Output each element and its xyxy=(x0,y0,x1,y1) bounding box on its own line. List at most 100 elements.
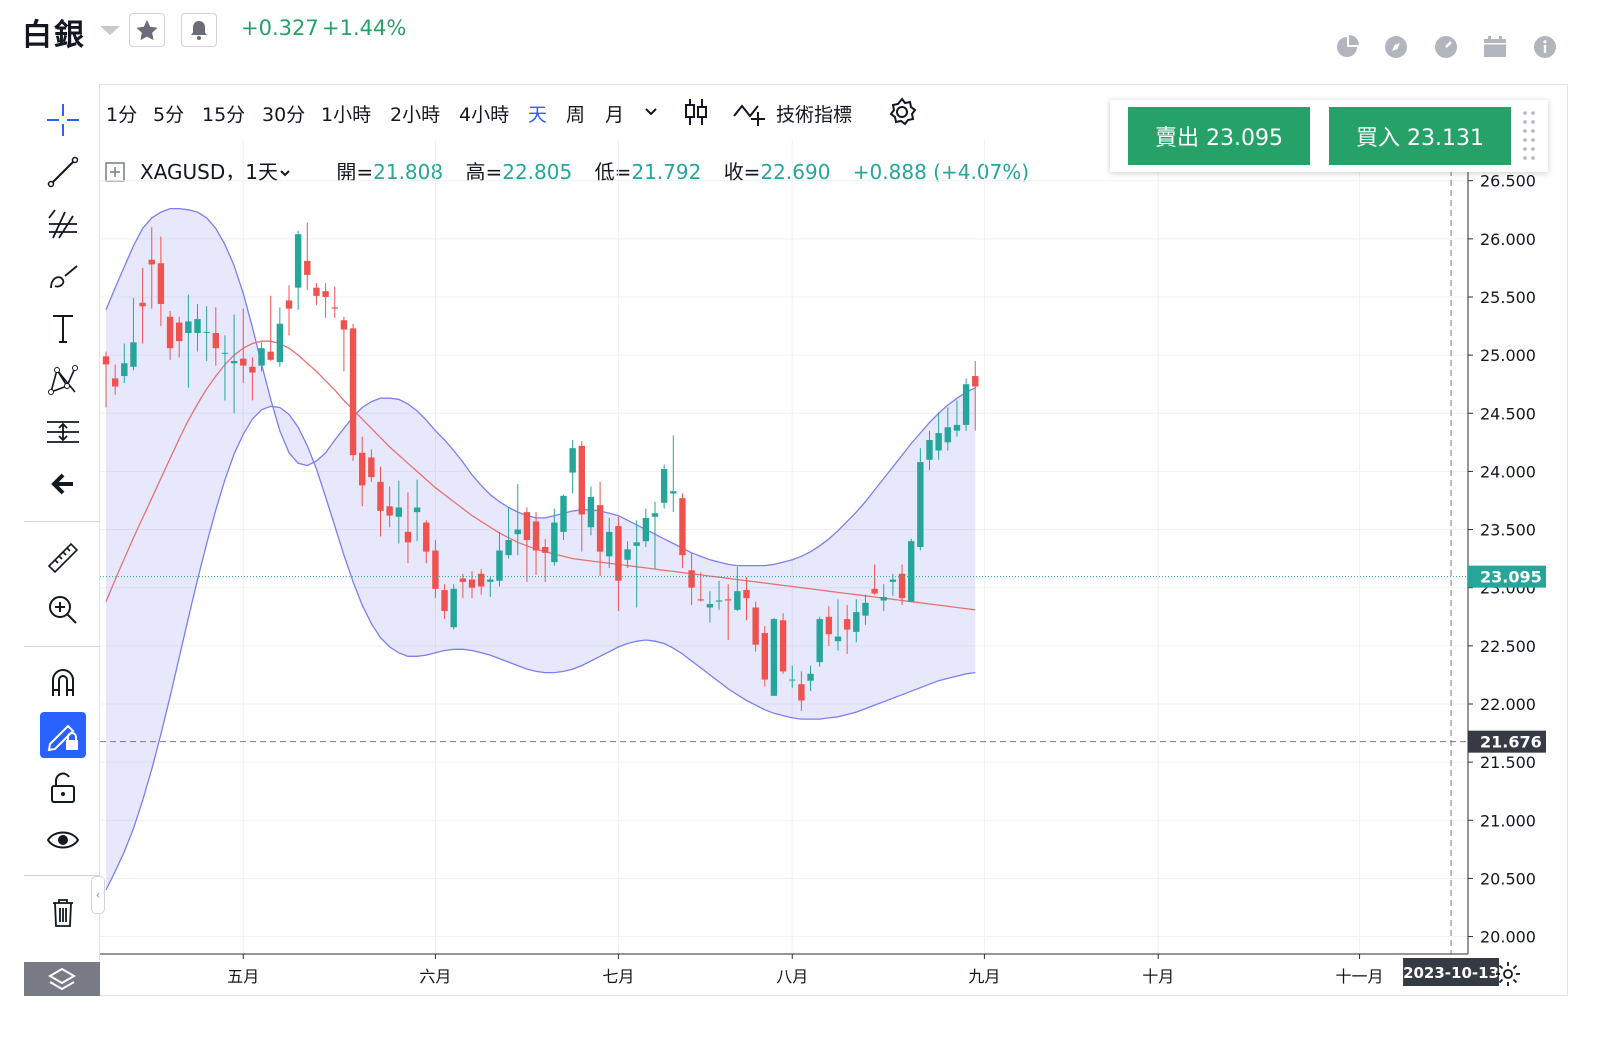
zoom-in-icon xyxy=(49,596,77,624)
delete-tool[interactable] xyxy=(37,890,89,934)
timeframe-5m[interactable]: 5分 xyxy=(153,104,185,126)
calendar-icon[interactable] xyxy=(1483,35,1507,59)
chevron-down-icon[interactable] xyxy=(278,168,292,180)
candle-body xyxy=(377,481,384,511)
candle-body xyxy=(395,507,402,517)
price-axis: 26.500 26.000 25.500 25.000 24.500 24.000 23.5… xyxy=(1468,172,1546,947)
price-tick-label: 21.000 xyxy=(1480,811,1536,830)
candle-body xyxy=(349,328,357,456)
gear-icon[interactable] xyxy=(886,96,918,128)
measure-tool[interactable] xyxy=(37,410,89,454)
compass-icon[interactable] xyxy=(1384,35,1408,59)
brush-tool[interactable] xyxy=(37,254,89,298)
pitchfork-tool[interactable] xyxy=(37,202,89,246)
lock-drawings-button[interactable] xyxy=(40,712,86,758)
back-tool[interactable] xyxy=(37,462,89,506)
time-tick-label: 十月 xyxy=(1142,967,1174,986)
candle-body xyxy=(423,522,430,552)
text-tool[interactable] xyxy=(37,306,89,350)
candle-style-icon[interactable] xyxy=(682,97,710,127)
candle-body xyxy=(834,636,842,642)
indicators-icon[interactable] xyxy=(732,98,768,128)
moving-average-line xyxy=(105,340,976,611)
candle-body xyxy=(294,234,302,288)
pie-icon[interactable] xyxy=(1335,35,1359,59)
trendline-icon xyxy=(47,156,79,188)
candle-body xyxy=(413,507,421,513)
price-tick-label: 24.500 xyxy=(1480,404,1536,423)
candle-body xyxy=(496,550,503,581)
candle-body xyxy=(624,549,631,560)
visibility-tool[interactable] xyxy=(37,818,89,862)
zoom-tool[interactable] xyxy=(37,588,89,632)
candle-body xyxy=(157,263,165,304)
candle-body xyxy=(935,433,942,451)
candle-body xyxy=(972,376,979,387)
low-value: 21.792 xyxy=(631,160,702,184)
price-tick-label: 21.500 xyxy=(1480,753,1536,772)
candle-body xyxy=(596,505,604,552)
grid-lines xyxy=(100,140,1468,954)
timeframe-15m[interactable]: 15分 xyxy=(202,104,246,126)
candle-body xyxy=(908,541,915,602)
layers-button[interactable] xyxy=(24,962,100,996)
price-tick-label: 20.500 xyxy=(1480,869,1536,888)
ruler-tool[interactable] xyxy=(37,536,89,580)
timeframe-30m[interactable]: 30分 xyxy=(262,104,306,126)
candle-body xyxy=(523,512,531,541)
open-label: 開= xyxy=(336,160,374,184)
unlock-tool[interactable] xyxy=(37,766,89,810)
candle-body xyxy=(139,302,146,307)
candle-body xyxy=(606,531,613,557)
price-tick-label: 26.000 xyxy=(1480,230,1536,249)
candle-body xyxy=(130,342,137,367)
timeframe-1w[interactable]: 周 xyxy=(566,104,586,126)
legend-symbol[interactable]: XAGUSD，1天 xyxy=(140,160,278,184)
candle-body xyxy=(615,526,622,581)
sell-button[interactable]: 賣出 23.095 xyxy=(1128,107,1310,165)
candle-body xyxy=(185,321,192,334)
candle-body xyxy=(944,427,951,443)
timeframe-1m[interactable]: 1分 xyxy=(106,104,138,126)
buy-button[interactable]: 買入 23.131 xyxy=(1329,107,1511,165)
drag-handle-icon[interactable] xyxy=(1520,108,1540,164)
candle-body xyxy=(633,542,640,546)
candle-body xyxy=(514,529,521,535)
chevron-down-icon[interactable] xyxy=(643,106,659,118)
time-axis: 五月 六月 七月 八月 九月 十月 十一月 2023-10-13 xyxy=(227,954,1500,986)
indicators-button[interactable]: 技術指標 xyxy=(776,104,853,126)
timeframe-1h[interactable]: 1小時 xyxy=(321,104,372,126)
favorite-button[interactable] xyxy=(129,13,165,47)
gauge-icon[interactable] xyxy=(1434,35,1458,59)
symbol-title[interactable]: 白銀 xyxy=(22,18,86,53)
candle-body xyxy=(779,620,787,672)
symbol-dropdown-icon[interactable] xyxy=(100,26,120,35)
candle-body xyxy=(487,579,494,582)
info-icon[interactable] xyxy=(1533,35,1557,59)
bollinger-band-fill xyxy=(106,208,976,891)
alert-button[interactable] xyxy=(181,13,217,47)
price-chart[interactable]: 26.500 26.000 25.500 25.000 24.500 24.000 23.5… xyxy=(100,140,1568,996)
candle-body xyxy=(706,603,714,608)
candle-body xyxy=(176,322,183,342)
timeframe-1d[interactable]: 天 xyxy=(528,104,548,126)
collapse-toolbar-handle[interactable]: ‹ xyxy=(91,876,105,914)
price-tick-label: 24.000 xyxy=(1480,462,1536,481)
timeframe-1mo[interactable]: 月 xyxy=(605,104,625,126)
candle-body xyxy=(212,333,219,349)
candle-body xyxy=(807,673,814,681)
candle-body xyxy=(359,452,366,486)
timeframe-4h[interactable]: 4小時 xyxy=(459,104,510,126)
candle-body xyxy=(816,619,823,663)
toolbar-divider xyxy=(24,521,100,522)
trendline-tool[interactable] xyxy=(37,150,89,194)
last-price-badge xyxy=(1468,565,1546,588)
crosshair-tool[interactable] xyxy=(37,98,89,142)
candle-body xyxy=(578,445,585,515)
candle-body xyxy=(441,590,448,611)
ohlc-legend: XAGUSD，1天 開=21.808 高=22.805 低=21.792 收=2… xyxy=(104,156,1029,184)
settings-icon[interactable] xyxy=(1494,960,1522,988)
pattern-tool[interactable] xyxy=(37,358,89,402)
magnet-tool[interactable] xyxy=(37,660,89,704)
timeframe-2h[interactable]: 2小時 xyxy=(390,104,441,126)
